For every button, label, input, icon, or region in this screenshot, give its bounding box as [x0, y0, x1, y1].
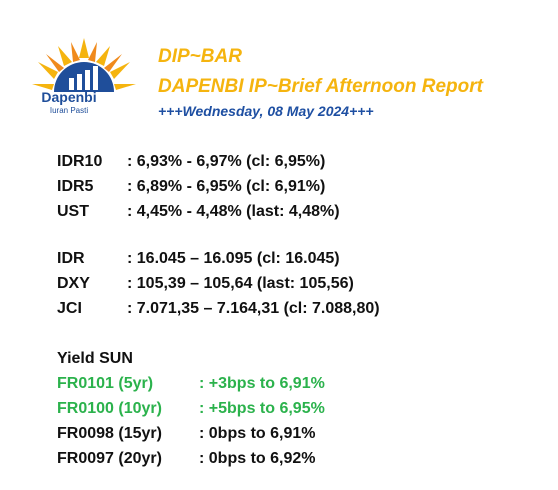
report-date: +++Wednesday, 08 May 2024+++: [158, 103, 374, 119]
sun-series-value: : 0bps to 6,91%: [199, 425, 316, 442]
sun-series-value: : +5bps to 6,95%: [199, 400, 325, 417]
yield-label: IDR5: [57, 178, 94, 195]
dapenbi-logo: [28, 34, 140, 120]
market-value: : 105,39 – 105,64 (last: 105,56): [127, 275, 354, 292]
sun-icon: [32, 38, 136, 92]
yield-value: : 6,93% - 6,97% (cl: 6,95%): [127, 153, 326, 170]
yield-label: IDR10: [57, 153, 103, 170]
market-label: IDR: [57, 250, 85, 267]
brand-name: Dapenbi: [41, 89, 97, 105]
yield-sun-heading: Yield SUN: [57, 350, 133, 367]
sun-series-label: FR0098 (15yr): [57, 425, 162, 442]
yield-value: : 4,45% - 4,48% (last: 4,48%): [127, 203, 340, 220]
market-value: : 7.071,35 – 7.164,31 (cl: 7.088,80): [127, 300, 380, 317]
brand-tagline: Iuran Pasti: [49, 106, 89, 115]
report-title: DIP~BAR: [158, 46, 242, 67]
market-value: : 16.045 – 16.095 (cl: 16.045): [127, 250, 340, 267]
yield-label: UST: [57, 203, 89, 220]
sun-series-value: : 0bps to 6,92%: [199, 450, 316, 467]
sun-series-value: : +3bps to 6,91%: [199, 375, 325, 392]
sun-series-label: FR0097 (20yr): [57, 450, 162, 467]
sun-series-label: FR0100 (10yr): [57, 400, 162, 417]
yield-value: : 6,89% - 6,95% (cl: 6,91%): [127, 178, 326, 195]
market-label: JCI: [57, 300, 82, 317]
sun-series-label: FR0101 (5yr): [57, 375, 154, 392]
report-subtitle: DAPENBI IP~Brief Afternoon Report: [158, 76, 483, 97]
market-label: DXY: [57, 275, 90, 292]
